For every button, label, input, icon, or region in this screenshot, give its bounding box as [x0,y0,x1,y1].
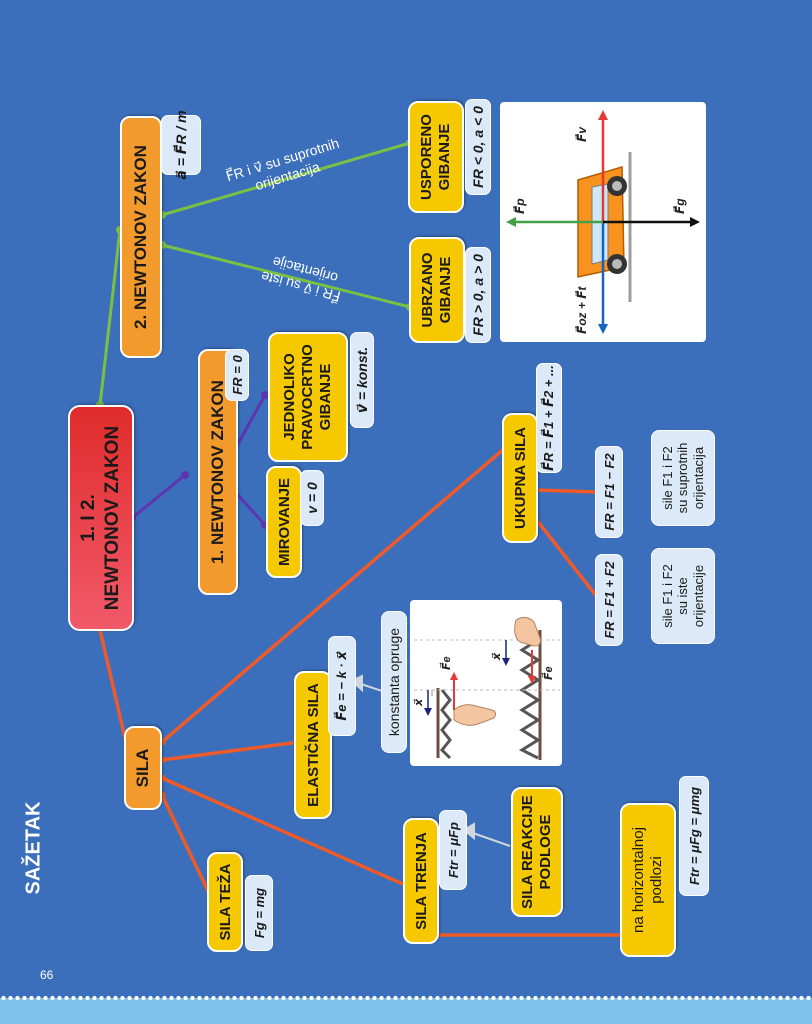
dotted-border [0,994,812,1002]
line-main-newton2 [98,229,122,406]
jednoliko-formula: v⃗ = konst. [350,332,374,428]
spring-label-fe2: F⃗e [541,666,555,680]
usporeno-formula: FR < 0, a < 0 [465,99,491,195]
ubrzano-node: UBRZANO GIBANJE [409,237,465,343]
sila-node: SILA [124,726,162,810]
mirovanje-formula: v = 0 [300,470,324,526]
label-foz: F⃗oz + F⃗t [575,286,589,334]
line-main-newton1 [131,473,186,520]
newton1-formula: FR = 0 [225,349,249,401]
razlika-info: sile F1 i F2 su suprotnih orijentacija [651,430,715,526]
horizontalna-formula: Ftr = μFg = μmg [679,776,709,896]
jednoliko-node: JEDNOLIKO PRAVOCRTNO GIBANJE [268,332,348,462]
ukupna-formula: F⃗R = F⃗1 + F⃗2 + ... [536,363,562,473]
razlika-formula: FR = F1 − F2 [595,446,623,538]
hand-left [453,704,497,726]
mirovanje-node: MIROVANJE [266,466,302,578]
hand-right [514,616,541,647]
spring-label-x2: x⃗ [491,652,503,661]
page-number: 66 [40,968,54,982]
sila-teza-formula: Fg = mg [245,875,273,951]
label-fv: F⃗v [575,126,589,142]
elasticna-node: ELASTIČNA SILA [294,671,332,819]
bottom-band [0,998,812,1024]
zbroj-info: sile F1 i F2 su iste orijentacije [651,548,715,644]
label-fg: F⃗g [673,198,687,214]
car-figure: F⃗v F⃗p F⃗g F⃗oz + F⃗t [500,102,706,342]
line-main-sila [98,628,127,740]
line-sila-teza [160,793,212,897]
spring-label-fe1: F⃗e [439,656,453,670]
label-fp: F⃗p [513,198,527,214]
horizontalna-node: na horizontalnoj podlozi [620,803,676,957]
reakcija-node: SILA REAKCIJE PODLOGE [511,787,563,917]
zbroj-formula: FR = F1 + F2 [595,554,623,646]
elasticna-formula: F⃗e = − k · x⃗ [328,636,356,736]
spring-figure: x⃗ F⃗e x⃗ F⃗e [410,600,562,766]
ukupna-node: UKUPNA SILA [502,413,538,543]
sila-trenja-node: SILA TRENJA [403,818,439,944]
newton2-node: 2. NEWTONOV ZAKON [120,116,162,358]
line-ukupna-zbroj [533,516,600,600]
usporeno-node: USPORENO GIBANJE [408,101,464,213]
line-sila-trenja [160,776,407,887]
sila-teza-node: SILA TEŽA [207,852,243,952]
line-newton2-usporeno [161,141,411,217]
ubrzano-formula: FR > 0, a > 0 [465,247,491,343]
line-sila-elasticna [160,741,294,762]
main-node: 1. I 2. NEWTONOV ZAKON [68,405,134,631]
trenje-formula: Ftr = μFp [439,810,467,890]
line-ukupna-razlika [533,488,600,494]
newton2-formula: a⃗ = F⃗R / m [161,110,201,180]
line-sila-ukupna [160,446,507,744]
car-diagram: F⃗v F⃗p F⃗g F⃗oz + F⃗t [506,110,700,334]
spring-diagram: x⃗ F⃗e x⃗ F⃗e [413,616,560,760]
line-newton2-ubrzano [161,243,411,309]
spring-label-x1: x⃗ [413,698,425,707]
konstanta-label: konstanta opruge [381,611,407,753]
